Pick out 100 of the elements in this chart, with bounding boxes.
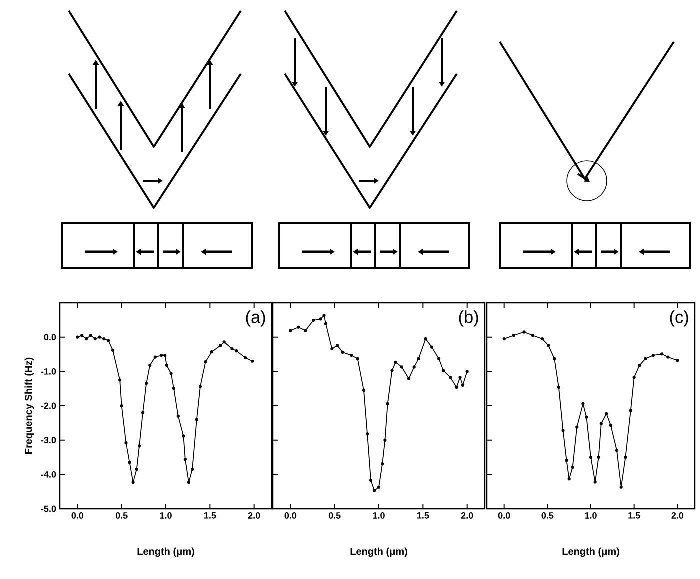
point bbox=[394, 360, 398, 364]
point bbox=[522, 330, 526, 334]
x-axis-title: Length (μm) bbox=[138, 548, 194, 558]
point bbox=[512, 334, 516, 338]
point bbox=[128, 461, 132, 464]
y-axis-title: Frequency Shift (Hz) bbox=[24, 358, 34, 454]
point bbox=[442, 369, 446, 372]
point bbox=[362, 389, 366, 392]
x-tick-label: 2.0 bbox=[248, 512, 260, 519]
x-tick-label: 1.5 bbox=[204, 512, 216, 519]
point bbox=[141, 411, 145, 414]
point bbox=[145, 382, 148, 386]
point bbox=[384, 438, 387, 442]
point bbox=[430, 346, 434, 349]
point bbox=[386, 402, 390, 406]
annotation: (c) bbox=[670, 310, 688, 327]
y-tick-label: -1.0 bbox=[41, 368, 56, 375]
point bbox=[135, 468, 138, 472]
point bbox=[565, 459, 568, 462]
point bbox=[615, 449, 619, 452]
x-tick-label: 1.0 bbox=[373, 512, 385, 519]
x-tick-label: 0.0 bbox=[284, 512, 297, 519]
point bbox=[562, 429, 565, 432]
annotation: (b) bbox=[459, 310, 478, 327]
point bbox=[407, 377, 411, 380]
point bbox=[540, 338, 544, 341]
x-axis-title: Length (μm) bbox=[350, 548, 408, 558]
x-tick-label: 2.0 bbox=[461, 512, 474, 519]
point bbox=[676, 359, 680, 362]
point bbox=[629, 409, 632, 412]
point bbox=[455, 386, 458, 390]
point bbox=[553, 357, 556, 361]
x-tick-label: 0.5 bbox=[328, 512, 341, 519]
point bbox=[594, 480, 597, 484]
point bbox=[172, 386, 176, 390]
point bbox=[449, 376, 452, 380]
x-tick-label: 1.0 bbox=[160, 512, 172, 519]
point bbox=[304, 329, 308, 332]
point bbox=[568, 478, 571, 481]
point bbox=[319, 318, 322, 321]
x-tick-label: 0.5 bbox=[116, 512, 128, 519]
point bbox=[666, 356, 670, 359]
point bbox=[366, 432, 370, 436]
point bbox=[235, 350, 238, 353]
point bbox=[644, 357, 648, 361]
y-tick-label: -3.0 bbox=[41, 437, 56, 444]
point bbox=[170, 372, 173, 376]
point bbox=[502, 338, 506, 341]
point bbox=[356, 357, 360, 361]
point bbox=[102, 338, 106, 341]
point bbox=[624, 456, 628, 460]
point bbox=[148, 364, 152, 368]
x-tick-label: 1.5 bbox=[417, 512, 430, 519]
x-tick-label: 2.0 bbox=[672, 512, 684, 519]
point bbox=[312, 318, 316, 322]
point bbox=[111, 348, 115, 352]
point bbox=[138, 444, 142, 448]
point bbox=[585, 416, 588, 419]
point bbox=[195, 418, 198, 422]
point bbox=[98, 336, 102, 339]
point bbox=[576, 426, 579, 429]
point bbox=[198, 385, 202, 388]
point bbox=[210, 350, 214, 354]
point bbox=[582, 402, 585, 406]
y-tick-label: -5.0 bbox=[41, 506, 56, 512]
point bbox=[370, 478, 373, 482]
point bbox=[222, 340, 226, 344]
point bbox=[638, 364, 642, 368]
point bbox=[107, 339, 110, 342]
point bbox=[94, 338, 97, 341]
point bbox=[380, 462, 384, 466]
point bbox=[184, 458, 187, 462]
x-tick-label: 1.5 bbox=[628, 512, 640, 519]
point bbox=[438, 357, 441, 361]
point bbox=[118, 378, 122, 382]
point bbox=[377, 486, 381, 489]
point bbox=[89, 334, 92, 338]
x-tick-label: 0.0 bbox=[72, 512, 84, 519]
point bbox=[176, 414, 180, 418]
point bbox=[461, 384, 464, 387]
point bbox=[219, 344, 222, 348]
x-tick-label: 1.0 bbox=[585, 512, 597, 519]
point bbox=[187, 481, 191, 484]
point bbox=[204, 360, 208, 364]
point bbox=[531, 334, 534, 338]
point bbox=[160, 354, 164, 358]
x-tick-label: 0.0 bbox=[498, 512, 510, 519]
annotation: (a) bbox=[246, 310, 266, 327]
point bbox=[84, 338, 88, 341]
point bbox=[324, 322, 328, 326]
point bbox=[600, 422, 603, 426]
point bbox=[244, 356, 248, 360]
y-tick-label: -2.0 bbox=[41, 402, 56, 410]
point bbox=[164, 354, 167, 358]
point bbox=[322, 314, 326, 318]
point bbox=[76, 336, 80, 339]
point bbox=[466, 370, 469, 374]
point bbox=[546, 344, 550, 348]
point bbox=[297, 326, 300, 329]
point bbox=[620, 486, 623, 489]
